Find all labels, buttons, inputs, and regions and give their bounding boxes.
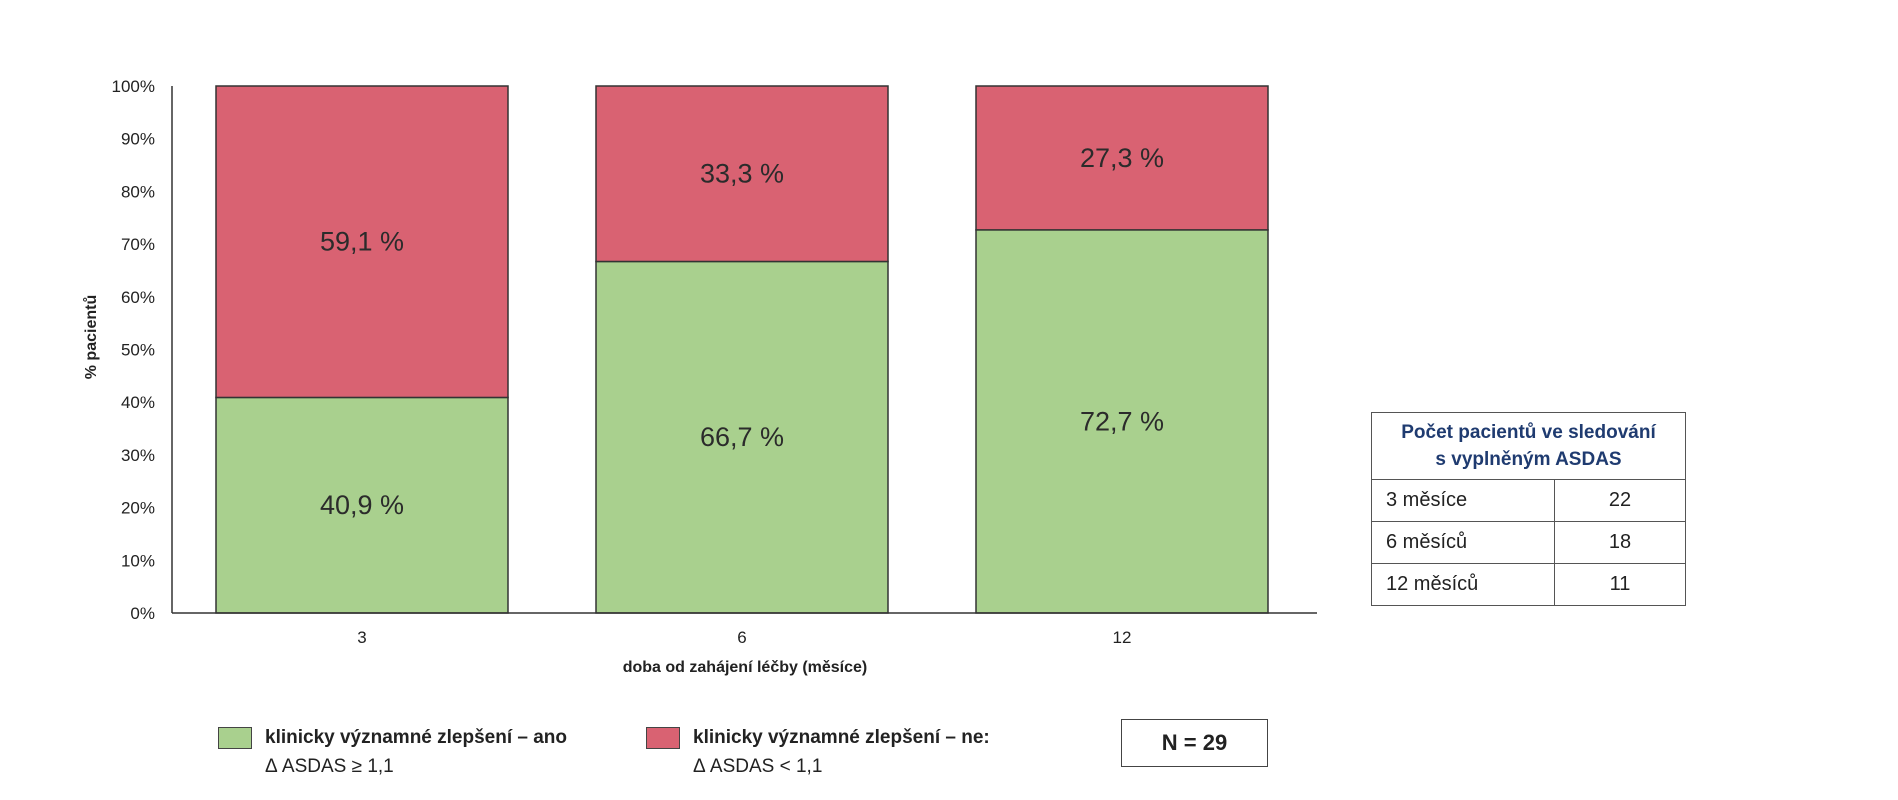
legend-item-no: klinicky významné zlepšení – ne: Δ ASDAS… [646, 723, 990, 781]
table-row: 3 měsíce 22 [1371, 479, 1686, 522]
y-tick-label: 40% [121, 393, 155, 412]
x-tick-label: 6 [737, 628, 746, 647]
legend-item-yes: klinicky významné zlepšení – ano Δ ASDAS… [218, 723, 567, 781]
legend-no-label: klinicky významné zlepšení – ne: [693, 727, 990, 748]
bar-segment-no-6 [595, 85, 889, 263]
table-cell-value: 22 [1554, 479, 1686, 522]
y-tick-label: 70% [121, 235, 155, 254]
y-tick-label: 10% [121, 551, 155, 570]
bar-segment-no-3 [215, 85, 509, 399]
bar-segment-yes-12 [975, 229, 1269, 614]
table-cell-label: 3 měsíce [1371, 479, 1555, 522]
y-tick-label: 30% [121, 446, 155, 465]
x-tick-label: 3 [357, 628, 366, 647]
data-label-yes-6: 66,7 % [700, 422, 784, 452]
data-label-yes-12: 72,7 % [1080, 406, 1164, 436]
table-row: 6 měsíců 18 [1371, 521, 1686, 564]
axes-layer [171, 86, 1317, 614]
data-label-no-12: 27,3 % [1080, 143, 1164, 173]
bars-layer [215, 85, 1269, 614]
table-row: 12 měsíců 11 [1371, 563, 1686, 606]
legend-text-yes: klinicky významné zlepšení – ano Δ ASDAS… [265, 723, 567, 781]
y-tick-label: 60% [121, 288, 155, 307]
data-label-no-3: 59,1 % [320, 227, 404, 257]
labels-layer: 40,9 % 59,1 % 3 66,7 % 33,3 % 6 72,7 % 27,3 % 12… [112, 77, 1165, 647]
sample-size-box: N = 29 [1121, 719, 1268, 767]
y-tick-label: 80% [121, 182, 155, 201]
legend-yes-label: klinicky významné zlepšení – ano [265, 727, 568, 748]
x-axis-title: doba od zahájení léčby (měsíce) [623, 659, 868, 676]
legend-yes-criterion: Δ ASDAS ≥ 1,1 [265, 756, 394, 777]
y-axis-title: % pacientů [83, 295, 100, 379]
y-tick-label: 0% [130, 604, 155, 623]
y-tick-label: 20% [121, 499, 155, 518]
table-cell-value: 18 [1554, 521, 1686, 564]
table-header: Počet pacientů ve sledování s vyplněným … [1371, 412, 1686, 480]
legend-text-no: klinicky významné zlepšení – ne: Δ ASDAS… [693, 723, 990, 781]
patient-count-table: Počet pacientů ve sledování s vyplněným … [1371, 412, 1686, 606]
table-header-line2: s vyplněným ASDAS [1435, 449, 1622, 470]
y-tick-label: 100% [112, 77, 155, 96]
legend-no-criterion: Δ ASDAS < 1,1 [693, 756, 823, 777]
table-cell-label: 12 měsíců [1371, 563, 1555, 606]
data-label-yes-3: 40,9 % [320, 490, 404, 520]
bar-segment-yes-3 [215, 396, 509, 614]
data-label-no-6: 33,3 % [700, 159, 784, 189]
legend-swatch-no [646, 727, 680, 749]
y-tick-label: 50% [121, 341, 155, 360]
x-tick-label: 12 [1113, 628, 1132, 647]
table-header-line1: Počet pacientů ve sledování [1401, 422, 1656, 443]
table-cell-value: 11 [1554, 563, 1686, 606]
y-tick-label: 90% [121, 130, 155, 149]
legend-swatch-yes [218, 727, 252, 749]
table-cell-label: 6 měsíců [1371, 521, 1555, 564]
bar-segment-no-12 [975, 85, 1269, 231]
table-header-row: Počet pacientů ve sledování s vyplněným … [1371, 412, 1686, 480]
